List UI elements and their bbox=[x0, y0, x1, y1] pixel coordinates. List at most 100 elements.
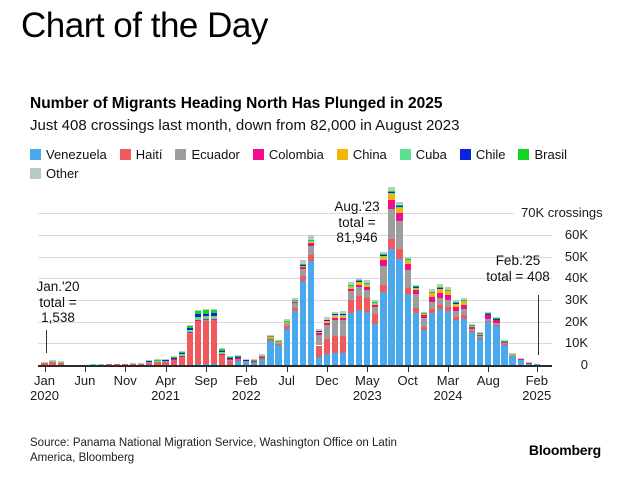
bar-segment-colombia bbox=[210, 318, 218, 320]
bar-segment-china bbox=[461, 301, 468, 306]
bar-segment-other bbox=[315, 328, 322, 331]
bar-segment-ecuador bbox=[291, 302, 298, 308]
bar-segment-ecuador bbox=[307, 245, 314, 255]
bar-segment-china bbox=[420, 313, 427, 316]
chart-title: Number of Migrants Heading North Has Plu… bbox=[30, 95, 443, 112]
bar-segment-ecuador bbox=[323, 324, 331, 340]
bar-segment-venezuela bbox=[509, 355, 516, 365]
bar-segment-ecuador bbox=[194, 320, 201, 321]
bar-segment-colombia bbox=[388, 199, 395, 209]
bar-segment-hait bbox=[501, 344, 508, 346]
legend-item-colombia: Colombia bbox=[252, 147, 324, 162]
bar-segment-other bbox=[178, 350, 185, 352]
bar-segment-hait bbox=[210, 319, 218, 365]
bar-segment-chile bbox=[227, 357, 234, 359]
gridline-60000 bbox=[38, 234, 552, 236]
bar-segment-venezuela bbox=[356, 309, 363, 365]
bar-segment-cuba bbox=[178, 354, 185, 356]
bar-segment-chile bbox=[210, 313, 218, 316]
bar-segment-china bbox=[444, 290, 452, 296]
source-line-1: Source: Panama National Migration Servic… bbox=[30, 437, 397, 449]
bar-segment-venezuela bbox=[210, 364, 218, 365]
bar-segment-hait bbox=[130, 363, 137, 365]
bar-segment-china bbox=[364, 284, 371, 288]
legend-item-chile: Chile bbox=[459, 147, 506, 162]
x-tick-label: Mar 2024 bbox=[433, 373, 463, 403]
bar-segment-other bbox=[307, 235, 314, 240]
bar-segment-venezuela bbox=[420, 330, 427, 365]
bar-segment-venezuela bbox=[412, 312, 419, 365]
bar-segment-hait bbox=[218, 354, 226, 365]
bar-segment-brasil bbox=[194, 311, 201, 315]
bar-segment-cuba bbox=[364, 283, 371, 285]
bar-segment-hait bbox=[461, 315, 468, 319]
bar-segment-hait bbox=[307, 254, 314, 262]
bar-segment-brasil bbox=[146, 360, 153, 361]
legend-label: Chile bbox=[475, 147, 506, 162]
x-tick-label: Dec bbox=[315, 373, 339, 388]
bar-segment-colombia bbox=[428, 297, 435, 302]
bar-segment-other bbox=[477, 332, 484, 334]
legend-swatch-icon bbox=[30, 168, 41, 179]
bar-segment-colombia bbox=[485, 314, 492, 319]
bar-segment-ecuador bbox=[493, 322, 500, 325]
bar-segment-ecuador bbox=[388, 208, 395, 239]
bar-segment-other bbox=[275, 340, 282, 342]
bar-segment-brasil bbox=[396, 204, 403, 206]
legend-swatch-icon bbox=[175, 149, 187, 160]
bar-segment-hait bbox=[283, 326, 290, 329]
bar-segment-china bbox=[348, 286, 355, 289]
bar-segment-chile bbox=[218, 350, 226, 352]
bar-segment-cuba bbox=[339, 314, 347, 316]
bar-segment-hait bbox=[291, 307, 298, 312]
bar-segment-ecuador bbox=[283, 323, 290, 327]
bar-segment-chile bbox=[186, 328, 193, 331]
bar-segment-venezuela bbox=[202, 364, 209, 365]
bar-segment-hait bbox=[356, 295, 363, 310]
bar-segment-chile bbox=[404, 259, 411, 261]
bar-segment-brasil bbox=[307, 239, 314, 241]
bar-segment-colombia bbox=[356, 284, 363, 288]
bar-segment-cuba bbox=[259, 356, 266, 358]
bar-segment-venezuela bbox=[388, 249, 395, 365]
bar-segment-brasil bbox=[186, 325, 193, 329]
bar-segment-other bbox=[299, 260, 306, 265]
bar-segment-other bbox=[186, 324, 193, 326]
bar-segment-other bbox=[283, 319, 290, 322]
bar-segment-china bbox=[331, 315, 339, 318]
bar-segment-venezuela bbox=[348, 312, 355, 365]
bar-segment-hait bbox=[122, 364, 129, 365]
bar-segment-venezuela bbox=[331, 353, 339, 365]
bar-segment-cuba bbox=[348, 285, 355, 287]
bar-segment-hait bbox=[428, 308, 435, 313]
gridline-40000 bbox=[38, 278, 552, 280]
bar-segment-brasil bbox=[178, 351, 185, 354]
bar-segment-hait bbox=[485, 320, 492, 323]
legend-swatch-icon bbox=[518, 149, 530, 160]
bar-segment-chile bbox=[396, 205, 403, 208]
bar-segment-hait bbox=[469, 330, 476, 332]
legend-item-cuba: Cuba bbox=[399, 147, 447, 162]
bar-segment-hait bbox=[323, 339, 331, 355]
x-tick-label: Sep bbox=[194, 373, 218, 388]
bar-segment-other bbox=[404, 256, 411, 259]
bar-segment-chile bbox=[299, 264, 306, 266]
legend-swatch-icon bbox=[399, 149, 411, 160]
bar-segment-chile bbox=[202, 313, 209, 317]
gridline-70000 bbox=[38, 213, 514, 215]
bar-segment-colombia bbox=[291, 301, 298, 303]
bar-segment-ecuador bbox=[469, 329, 476, 331]
bar-segment-cuba bbox=[380, 256, 387, 257]
bar-segment-venezuela bbox=[259, 360, 266, 365]
chart-subtitle: Just 408 crossings last month, down from… bbox=[30, 117, 460, 134]
bar-segment-venezuela bbox=[339, 353, 347, 365]
x-axis-tick bbox=[448, 366, 449, 372]
bar-segment-ecuador bbox=[210, 319, 218, 320]
bar-segment-ecuador bbox=[299, 268, 306, 277]
bar-segment-ecuador bbox=[202, 319, 209, 321]
x-tick-label: Apr 2021 bbox=[151, 373, 180, 403]
bar-segment-ecuador bbox=[404, 269, 411, 288]
bar-segment-hait bbox=[41, 362, 48, 365]
bar-segment-hait bbox=[348, 299, 355, 313]
